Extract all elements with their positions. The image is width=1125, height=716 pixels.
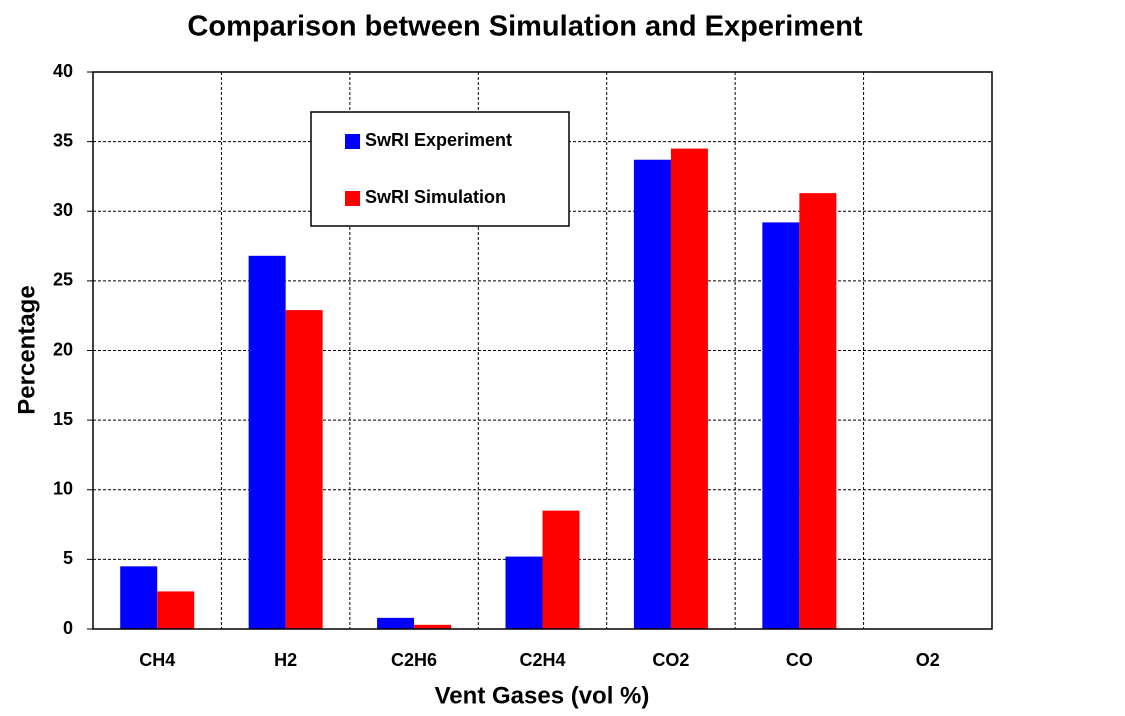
- bar: [670, 148, 708, 629]
- x-tick-label: CO: [786, 650, 813, 670]
- bar: [414, 624, 452, 629]
- x-tick-label: O2: [916, 650, 940, 670]
- x-tick-label: CO2: [652, 650, 689, 670]
- bar: [120, 566, 158, 629]
- chart-title: Comparison between Simulation and Experi…: [187, 11, 863, 43]
- y-tick-label: 30: [53, 200, 73, 220]
- bar: [799, 193, 837, 629]
- bar: [248, 255, 286, 629]
- y-tick-label: 10: [53, 479, 73, 499]
- legend-box: [310, 111, 570, 227]
- bar: [762, 222, 800, 629]
- x-tick-label: C2H4: [519, 650, 565, 670]
- plot-frame: [92, 71, 993, 630]
- x-tick-label: C2H6: [391, 650, 437, 670]
- bar: [157, 591, 195, 629]
- bar: [285, 310, 323, 629]
- y-tick-label: 0: [63, 618, 73, 638]
- bar: [542, 510, 580, 629]
- legend-swatch: [345, 134, 360, 149]
- y-tick-label: 35: [53, 130, 73, 150]
- y-tick-label: 40: [53, 61, 73, 81]
- bar: [505, 556, 543, 629]
- bar: [377, 617, 415, 629]
- x-tick-label: H2: [274, 650, 297, 670]
- y-tick-label: 15: [53, 409, 73, 429]
- x-axis-label: Vent Gases (vol %): [435, 682, 650, 709]
- y-tick-label: 25: [53, 270, 73, 290]
- bar: [633, 159, 671, 630]
- y-tick-label: 5: [63, 548, 73, 568]
- legend-swatch: [345, 191, 360, 206]
- x-tick-label: CH4: [139, 650, 175, 670]
- y-tick-label: 20: [53, 339, 73, 359]
- legend-label: SwRI Experiment: [365, 130, 512, 150]
- y-axis-label: Percentage: [13, 285, 40, 414]
- legend-label: SwRI Simulation: [365, 187, 506, 207]
